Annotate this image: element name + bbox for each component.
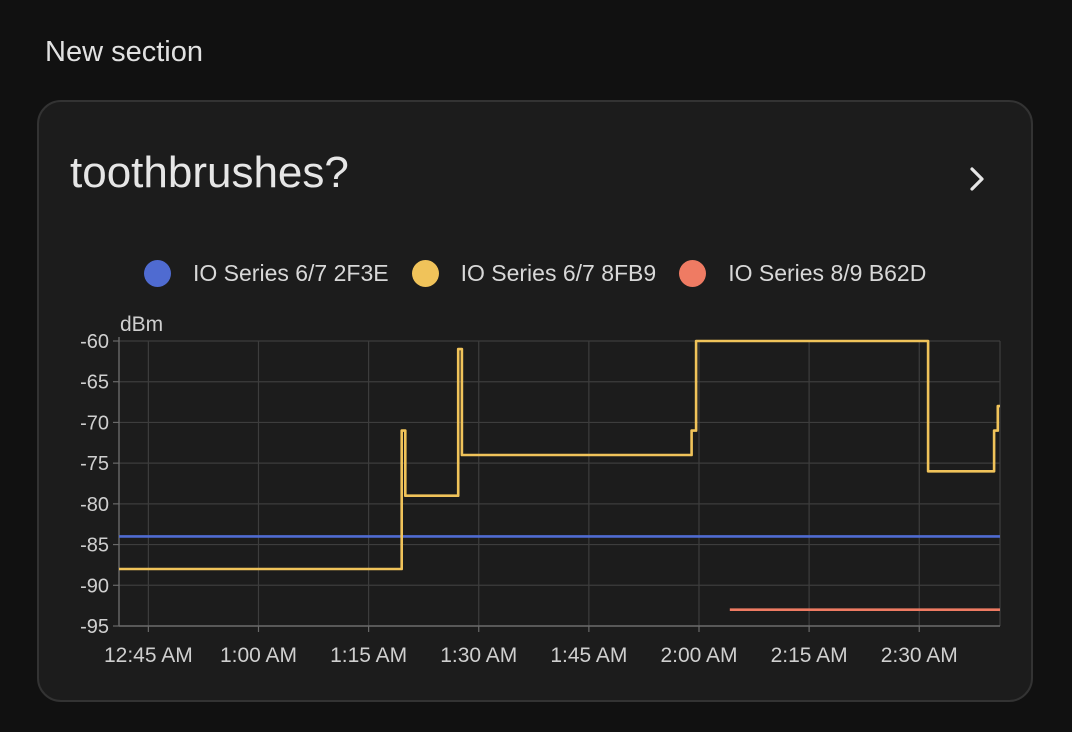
chevron-right-icon[interactable] [967, 164, 989, 194]
x-tick-label: 1:45 AM [550, 644, 627, 667]
y-tick-label: -60 [80, 331, 109, 353]
x-tick-label: 12:45 AM [104, 644, 193, 667]
legend-swatch [144, 260, 171, 287]
y-tick-label: -70 [80, 412, 109, 434]
grid-lines [113, 337, 1001, 632]
legend-label: IO Series 6/7 8FB9 [460, 260, 657, 286]
y-tick-label: -75 [80, 453, 109, 475]
legend-swatch [679, 260, 707, 287]
legend-label: IO Series 8/9 B62D [728, 260, 927, 286]
x-tick-label: 2:00 AM [660, 644, 737, 667]
y-tick-label: -80 [80, 494, 109, 516]
card-title: toothbrushes? [70, 148, 349, 197]
y-tick-label: -65 [80, 372, 109, 394]
legend-label: IO Series 6/7 2F3E [193, 260, 389, 286]
chart-legend: IO Series 6/7 2F3E IO Series 6/7 8FB9 IO… [144, 260, 949, 287]
legend-item-b62d[interactable]: IO Series 8/9 B62D [679, 260, 926, 287]
legend-item-2f3e[interactable]: IO Series 6/7 2F3E [144, 260, 389, 287]
history-graph-card: toothbrushes? IO Series 6/7 2F3E IO Seri… [37, 100, 1033, 702]
y-tick-label: -90 [80, 575, 109, 597]
y-tick-label: -85 [80, 535, 109, 557]
legend-item-8fb9[interactable]: IO Series 6/7 8FB9 [411, 260, 657, 287]
x-tick-label: 1:30 AM [440, 644, 517, 667]
section-title: New section [45, 36, 203, 68]
y-tick-label: -95 [80, 616, 109, 638]
y-axis-label: dBm [120, 313, 163, 336]
x-tick-label: 2:30 AM [881, 644, 958, 667]
x-tick-label: 1:15 AM [330, 644, 407, 667]
series-line-2 [119, 339, 1000, 571]
x-tick-label: 1:00 AM [220, 644, 297, 667]
legend-swatch [411, 260, 439, 287]
x-tick-label: 2:15 AM [771, 644, 848, 667]
